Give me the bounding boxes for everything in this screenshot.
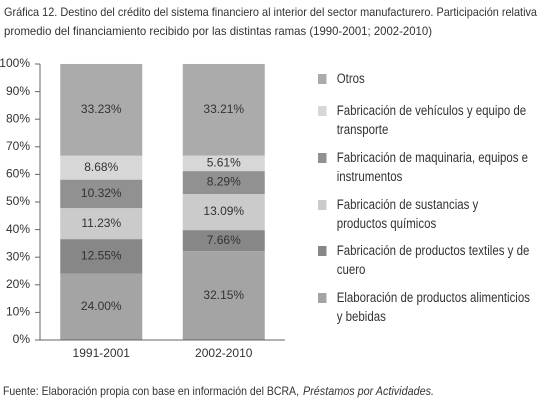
value-label: 7.66% xyxy=(207,233,241,247)
value-label: 8.29% xyxy=(207,175,241,189)
legend-item: Fabricación de sustancias y productos qu… xyxy=(318,195,531,233)
value-label: 10.32% xyxy=(81,186,122,200)
legend-item: Fabricación de maquinaria, equipos e ins… xyxy=(318,148,531,186)
legend-swatch xyxy=(318,153,327,163)
value-label: 5.61% xyxy=(207,156,241,170)
y-tick-label: 20% xyxy=(6,277,30,291)
legend-item: Fabricación de vehículos y equipo de tra… xyxy=(318,101,531,139)
value-label: 13.09% xyxy=(203,204,244,218)
legend-swatch xyxy=(318,293,327,303)
bar-segment xyxy=(60,273,143,340)
y-tick-label: 50% xyxy=(6,194,30,208)
value-label: 24.00% xyxy=(81,299,122,313)
chart-title: Gráfica 12. Destino del crédito del sist… xyxy=(4,5,537,19)
y-tick-label: 100% xyxy=(0,56,30,70)
bar-segment xyxy=(182,171,265,194)
legend-item: Otros xyxy=(318,69,531,88)
legend-label: Otros xyxy=(336,71,365,86)
source-emphasis: Préstamos por Actividades. xyxy=(303,384,434,398)
bar-segment xyxy=(60,208,143,240)
bar-segment xyxy=(182,193,265,231)
bar-segment xyxy=(60,63,143,156)
legend-item: Elaboración de productos alimenticios y … xyxy=(318,288,531,326)
source: Fuente: Elaboración propia con base en i… xyxy=(3,384,299,398)
y-tick-label: 70% xyxy=(6,139,30,153)
value-label: 8.68% xyxy=(84,160,118,174)
legend-label: Fabricación de vehículos y equipo de tra… xyxy=(336,103,527,137)
legend-swatch xyxy=(318,74,327,84)
y-tick-label: 0% xyxy=(13,332,31,346)
x-tick-label: 1991-2001 xyxy=(73,346,131,360)
bar-segment xyxy=(182,251,265,340)
bar-segment xyxy=(182,155,265,172)
bar-segment xyxy=(60,239,143,274)
legend-label: Fabricación de sustancias y productos qu… xyxy=(336,197,479,231)
value-label: 33.21% xyxy=(203,102,244,116)
y-tick-label: 10% xyxy=(6,305,30,319)
value-label: 11.23% xyxy=(81,216,121,230)
y-tick-label: 90% xyxy=(6,84,30,98)
bar-segment xyxy=(60,179,143,209)
bar-segment xyxy=(60,155,143,180)
legend-label: Fabricación de productos textiles y de c… xyxy=(336,243,530,277)
legend-swatch xyxy=(318,106,327,116)
legend-label: Fabricación de maquinaria, equipos e ins… xyxy=(336,150,529,184)
legend-swatch xyxy=(318,246,327,256)
legend-swatch xyxy=(318,200,327,210)
y-tick-label: 30% xyxy=(6,249,30,263)
y-tick-label: 60% xyxy=(6,167,30,181)
bar-segment xyxy=(182,63,265,156)
value-label: 33.23% xyxy=(81,102,122,116)
chart-title: promedio del financiamiento recibido por… xyxy=(4,24,432,38)
y-tick-label: 80% xyxy=(6,111,30,125)
value-label: 32.15% xyxy=(203,288,244,302)
x-tick-label: 2002-2010 xyxy=(195,346,253,360)
y-tick-label: 40% xyxy=(6,222,30,236)
legend-label: Elaboración de productos alimenticios y … xyxy=(336,290,530,324)
legend-item: Fabricación de productos textiles y de c… xyxy=(318,241,531,279)
value-label: 12.55% xyxy=(81,249,122,263)
bar-segment xyxy=(182,230,265,252)
